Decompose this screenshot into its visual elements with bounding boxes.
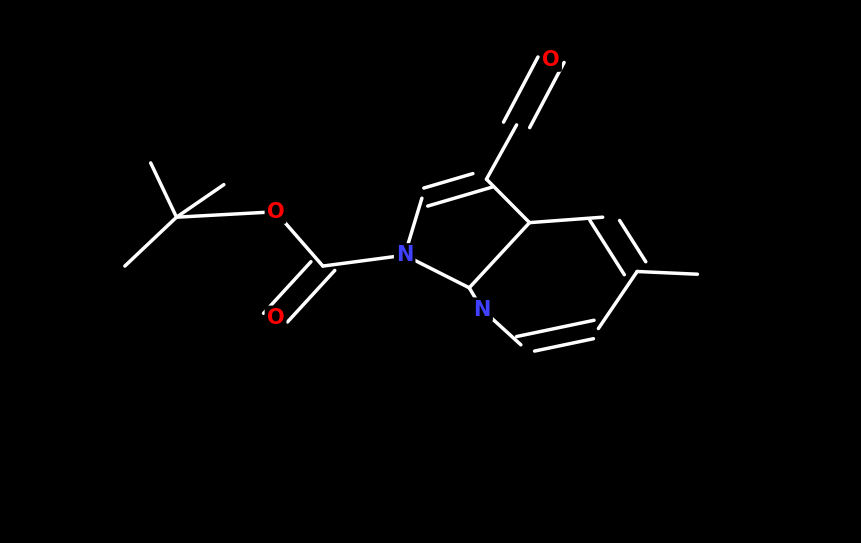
Text: O: O <box>267 308 284 327</box>
Text: N: N <box>396 245 413 265</box>
Text: O: O <box>542 50 560 70</box>
Text: N: N <box>474 300 491 319</box>
Text: O: O <box>267 202 284 222</box>
